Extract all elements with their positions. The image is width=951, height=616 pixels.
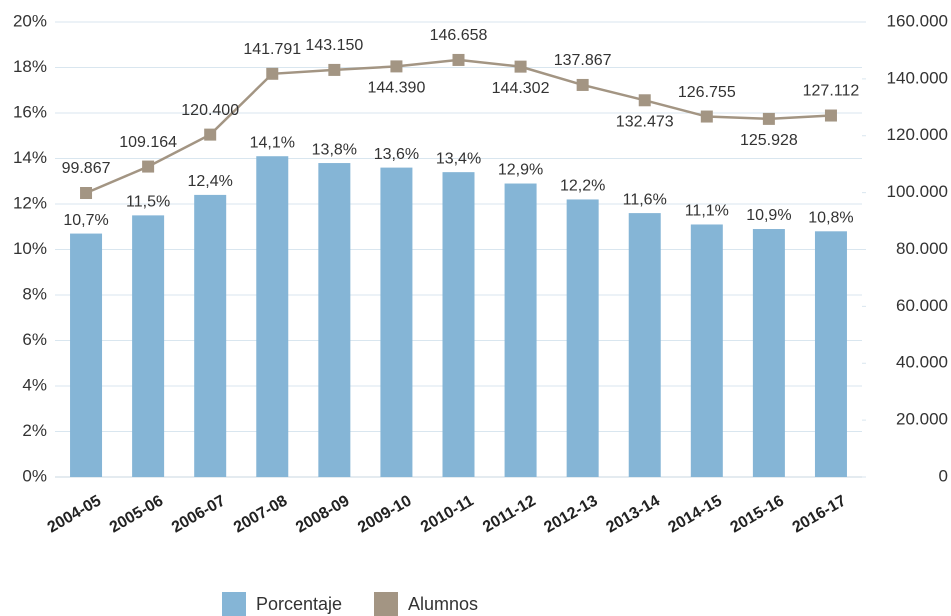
line-marker (266, 67, 279, 80)
y-tick-label: 0% (22, 466, 47, 485)
x-tick-label: 2004-05 (45, 492, 104, 536)
line-value-label: 109.164 (119, 134, 177, 151)
y-tick-label: 4% (22, 375, 47, 394)
bar-value-label: 10,8% (808, 210, 853, 227)
y2-tick-label: 0 (939, 466, 948, 485)
line-value-label: 144.302 (492, 80, 550, 97)
y2-tick-label: 80.000 (896, 239, 948, 258)
line-marker (328, 63, 341, 76)
x-tick-label: 2014-15 (666, 492, 725, 536)
y2-tick-label: 160.000 (887, 11, 948, 30)
x-tick-label: 2008-09 (293, 492, 352, 536)
line-marker (638, 94, 651, 107)
y-tick-label: 12% (13, 193, 47, 212)
bar-value-label: 14,1% (250, 134, 295, 151)
x-tick-label: 2013-14 (603, 492, 662, 536)
bar-value-label: 10,7% (63, 212, 108, 229)
bar (132, 215, 165, 477)
legend-label: Alumnos (408, 594, 478, 614)
y-tick-label: 10% (13, 239, 47, 258)
bar-value-label: 12,2% (560, 178, 605, 195)
x-tick-label: 2012-13 (541, 492, 600, 536)
bar (442, 172, 475, 477)
legend-swatch (222, 592, 246, 616)
bar (752, 229, 785, 477)
line-value-label: 141.791 (243, 41, 301, 58)
line-value-label: 132.473 (616, 113, 674, 130)
line-marker (390, 60, 403, 73)
line-value-label: 125.928 (740, 132, 798, 149)
bar-value-label: 13,8% (312, 141, 357, 158)
y-tick-label: 18% (13, 57, 47, 76)
line-marker (80, 187, 93, 200)
line-value-label: 120.400 (181, 102, 239, 119)
x-tick-label: 2011-12 (480, 492, 539, 536)
y2-tick-label: 140.000 (887, 68, 948, 87)
x-tick-label: 2010-11 (418, 492, 477, 536)
y-tick-label: 16% (13, 102, 47, 121)
line-marker (452, 53, 465, 66)
y2-tick-label: 60.000 (896, 296, 948, 315)
x-tick-label: 2016-17 (790, 492, 849, 536)
bar (504, 183, 537, 477)
line-value-label: 146.658 (430, 27, 488, 44)
bar-value-label: 12,9% (498, 162, 543, 179)
bar-value-label: 11,5% (126, 194, 170, 211)
line-marker (762, 112, 775, 125)
line-value-label: 144.390 (368, 80, 426, 97)
bar-value-label: 11,6% (623, 191, 667, 208)
legend-swatch (374, 592, 398, 616)
line-marker (204, 128, 217, 141)
x-tick-label: 2015-16 (728, 492, 787, 536)
y2-tick-label: 40.000 (896, 353, 948, 372)
bar-value-label: 11,1% (685, 203, 729, 220)
y-tick-label: 8% (22, 284, 47, 303)
bar-value-label: 12,4% (188, 173, 233, 190)
line-value-label: 99.867 (62, 160, 111, 177)
bar (814, 231, 847, 477)
line-value-label: 127.112 (803, 83, 860, 100)
x-tick-label: 2005-06 (107, 492, 166, 536)
y2-tick-label: 100.000 (887, 182, 948, 201)
line-marker (700, 110, 713, 123)
x-tick-label: 2009-10 (355, 492, 414, 536)
bar-value-label: 10,9% (746, 207, 791, 224)
legend-label: Porcentaje (256, 594, 342, 614)
bar (380, 167, 413, 477)
bar (256, 156, 289, 477)
bar-value-label: 13,4% (436, 150, 481, 167)
y2-tick-label: 120.000 (887, 125, 948, 144)
line-marker (514, 60, 527, 73)
bar (690, 224, 723, 477)
line-marker (824, 109, 837, 122)
line-value-label: 143.150 (305, 37, 363, 54)
line-marker (142, 160, 155, 173)
bar (566, 199, 599, 477)
y-tick-label: 2% (22, 421, 47, 440)
x-tick-label: 2006-07 (169, 492, 228, 536)
line-value-label: 137.867 (554, 52, 612, 69)
bar (628, 213, 661, 477)
y2-tick-label: 20.000 (896, 410, 948, 429)
bar (70, 233, 103, 477)
line-value-label: 126.755 (678, 84, 736, 101)
line-marker (576, 78, 589, 91)
y-tick-label: 20% (13, 11, 47, 30)
y-tick-label: 6% (22, 330, 47, 349)
bar (194, 194, 227, 477)
bar (318, 163, 351, 478)
bar-value-label: 13,6% (374, 146, 419, 163)
x-tick-label: 2007-08 (231, 492, 290, 536)
y-tick-label: 14% (13, 148, 47, 167)
